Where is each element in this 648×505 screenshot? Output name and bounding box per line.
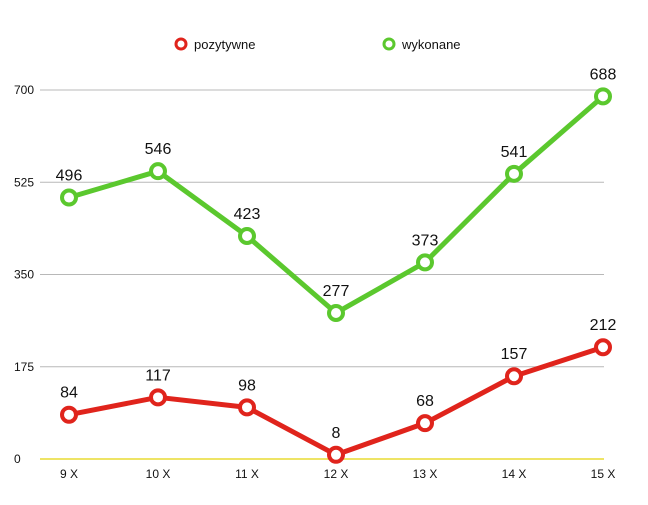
data-label: 157 [501,346,528,363]
data-label: 541 [501,144,528,161]
x-tick-label: 15 X [591,467,616,481]
x-axis-ticks: 9 X 10 X 11 X 12 X 13 X 14 X 15 X [60,467,615,481]
data-point [505,164,523,183]
data-point [60,188,78,207]
data-label: 277 [323,283,350,300]
x-tick-label: 12 X [324,467,349,481]
data-point [594,87,612,106]
data-point [594,338,612,357]
data-label: 117 [145,367,171,384]
data-point [149,162,167,181]
data-point [60,405,78,424]
data-label: 496 [56,168,83,185]
data-point [416,414,434,433]
data-point [238,227,256,246]
series-line [66,93,606,316]
series-group: 84 117 98 8 68 157 212 496 546 423 277 373 541 688 [56,66,617,464]
legend-label: wykonane [401,37,461,52]
y-tick-label: 700 [14,83,34,97]
x-tick-label: 9 X [60,467,78,481]
data-label: 688 [590,66,617,83]
series-wykonane: 496 546 423 277 373 541 688 [56,66,617,322]
data-label: 98 [238,377,256,394]
y-tick-label: 350 [14,268,34,282]
data-label: 373 [412,232,439,249]
series-pozytywne: 84 117 98 8 68 157 212 [60,317,617,464]
x-tick-label: 13 X [413,467,438,481]
y-tick-label: 0 [14,452,21,466]
data-point [505,367,523,386]
data-label: 212 [590,317,617,334]
data-label: 8 [332,425,341,442]
data-point [149,388,167,407]
y-tick-label: 175 [14,360,34,374]
data-point [327,445,345,464]
data-label: 84 [60,385,78,402]
legend-item-wykonane: wykonane [382,37,461,52]
legend-label: pozytywne [194,37,255,52]
data-label: 68 [416,393,434,410]
data-label: 546 [145,141,172,158]
legend-marker [382,37,396,51]
data-point [327,303,345,322]
x-tick-label: 11 X [235,467,259,481]
data-point [238,398,256,417]
y-tick-label: 525 [14,175,34,189]
legend-marker [174,37,188,51]
x-tick-label: 10 X [146,467,171,481]
legend: pozytywne wykonane [174,37,461,52]
y-axis-ticks: 0 175 350 525 700 [14,83,34,466]
x-tick-label: 14 X [502,467,527,481]
gridlines [40,89,604,460]
data-point [416,253,434,272]
legend-item-pozytywne: pozytywne [174,37,255,52]
data-label: 423 [234,206,261,223]
